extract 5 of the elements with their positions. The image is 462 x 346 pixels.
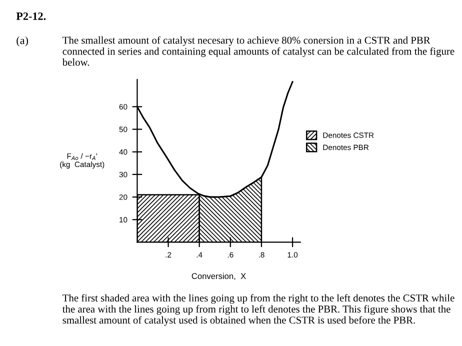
text: The first shaded area with the lines going up from the right to the left denotes the CSTR while the area with the lines going up from right to left denotes the PBR. This figure shows that the smallest amount of catalyst used is obtained when the CSTR is used before the PBR. bbox=[62, 294, 454, 326]
x-axis-title: Conversion, X bbox=[192, 272, 246, 280]
chart-subtitle: The smallest amount of catalyst necesary to achieve 80% conersion in a CSTR and PBR connected in series and containing equal amounts of catalyst can be calculated from the figure below. bbox=[62, 36, 454, 66]
text: P2-12. bbox=[16, 12, 46, 20]
text: (a) bbox=[16, 36, 28, 46]
